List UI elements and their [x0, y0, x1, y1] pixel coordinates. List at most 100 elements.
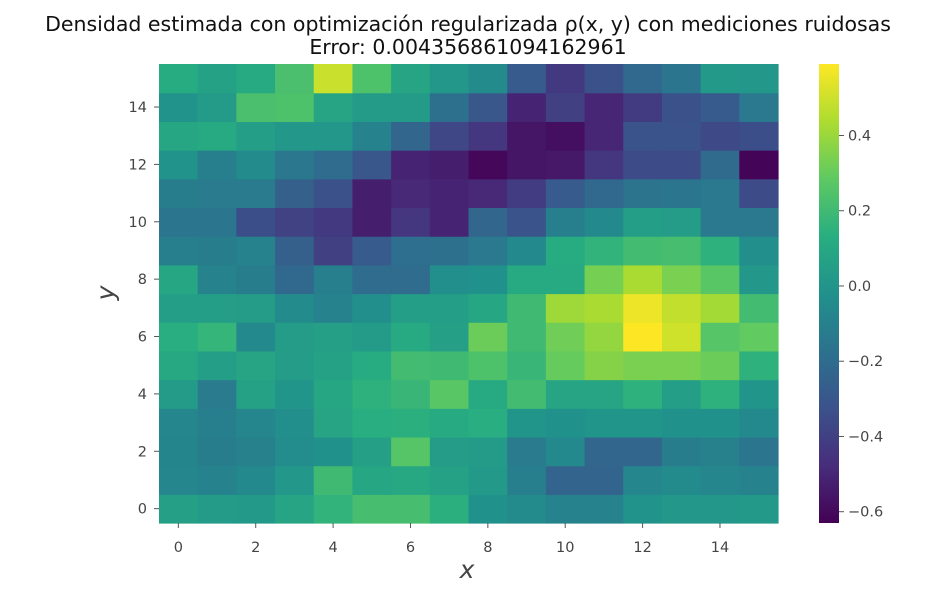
y-axis-label: y [91, 284, 120, 301]
heatmap-cell [700, 379, 740, 409]
heatmap-cell [275, 465, 315, 495]
colorbar-tick-label: −0.6 [848, 505, 883, 521]
heatmap-cell [313, 207, 354, 237]
heatmap-cell [429, 494, 470, 524]
x-tick-label: 10 [556, 540, 574, 556]
heatmap-cell [623, 494, 663, 524]
heatmap-cell [739, 379, 779, 409]
heatmap-cell [700, 92, 740, 122]
heatmap-cell [584, 64, 624, 94]
heatmap-cell [275, 150, 315, 180]
heatmap-cell [313, 121, 354, 151]
heatmap-cell [700, 350, 740, 381]
heatmap-cell [661, 178, 702, 209]
heatmap-cell [700, 436, 740, 467]
heatmap-cell [507, 494, 547, 524]
heatmap-cell [197, 494, 237, 524]
y-tick-label: 8 [138, 272, 147, 288]
heatmap-cell [391, 379, 431, 409]
heatmap-cell [661, 465, 702, 495]
y-tick-label: 0 [138, 502, 147, 518]
heatmap-cell [700, 408, 740, 438]
heatmap-cell [623, 236, 663, 266]
heatmap-cell [236, 64, 276, 94]
heatmap-cell [661, 379, 702, 409]
heatmap-cell [584, 236, 624, 266]
heatmap-cell [313, 178, 354, 209]
heatmap-cell [197, 236, 237, 266]
heatmap-cell [352, 436, 392, 467]
colorbar [819, 64, 839, 523]
heatmap-cell [623, 178, 663, 209]
heatmap-cell [623, 436, 663, 467]
heatmap-cell [584, 121, 624, 151]
colorbar-tick-label: −0.2 [848, 354, 883, 370]
heatmap-cell [159, 121, 199, 151]
heatmap-cell [507, 207, 547, 237]
heatmap-cell [159, 264, 199, 295]
x-tick-label: 12 [633, 540, 651, 556]
colorbar-ticks: −0.6 −0.4 −0.2 0.0 0.2 0.4 [839, 128, 883, 521]
heatmap-cell [700, 264, 740, 295]
heatmap-cell [352, 408, 392, 438]
heatmap-cell [429, 408, 470, 438]
chart-title: Densidad estimada con optimización regul… [45, 12, 891, 36]
heatmap-cell [623, 408, 663, 438]
heatmap-cell [700, 150, 740, 180]
heatmap-cell [352, 264, 392, 295]
heatmap-cell [545, 121, 586, 151]
heatmap-cell [739, 64, 779, 94]
heatmap-cell [468, 92, 508, 122]
heatmap-cell [352, 465, 392, 495]
heatmap-cell [584, 207, 624, 237]
heatmap-cell [545, 436, 586, 467]
heatmap-cell [739, 121, 779, 151]
heatmap-cell [236, 494, 276, 524]
heatmap-cell [584, 293, 624, 323]
heatmap-cell [661, 293, 702, 323]
heatmap-cell [313, 293, 354, 323]
heatmap-cell [468, 207, 508, 237]
heatmap-cell [623, 350, 663, 381]
heatmap-cell [468, 236, 508, 266]
heatmap-cell [197, 408, 237, 438]
heatmap-cell [584, 408, 624, 438]
heatmap-cell [661, 236, 702, 266]
heatmap-cell [352, 150, 392, 180]
heatmap-cell [236, 264, 276, 295]
heatmap-cell [468, 150, 508, 180]
heatmap-cell [159, 322, 199, 352]
heatmap-cell [159, 64, 199, 94]
heatmap-cell [352, 322, 392, 352]
heatmap-cell [429, 379, 470, 409]
heatmap-cell [236, 322, 276, 352]
heatmap-cell [700, 494, 740, 524]
heatmap-cell [391, 350, 431, 381]
heatmap-cell [507, 92, 547, 122]
x-tick-label: 2 [251, 540, 260, 556]
heatmap-cell [236, 408, 276, 438]
heatmap-cell [661, 92, 702, 122]
y-tick-label: 2 [138, 444, 147, 460]
heatmap-cell [391, 64, 431, 94]
x-tick-label: 8 [483, 540, 492, 556]
colorbar-tick-label: 0.2 [848, 204, 871, 220]
heatmap-cell [391, 207, 431, 237]
heatmap-cell [700, 178, 740, 209]
heatmap-cell [739, 264, 779, 295]
x-tick-label: 0 [174, 540, 183, 556]
heatmap-cell [507, 293, 547, 323]
heatmap-cell [507, 150, 547, 180]
heatmap-cell [623, 207, 663, 237]
colorbar-tick-label: 0.0 [848, 279, 871, 295]
heatmap-cell [468, 293, 508, 323]
heatmap-cells [159, 64, 779, 524]
heatmap-cell [159, 350, 199, 381]
heatmap-cell [197, 379, 237, 409]
heatmap-cell [352, 64, 392, 94]
heatmap-cell [159, 150, 199, 180]
heatmap-cell [545, 92, 586, 122]
heatmap-cell [429, 293, 470, 323]
heatmap-cell [313, 494, 354, 524]
